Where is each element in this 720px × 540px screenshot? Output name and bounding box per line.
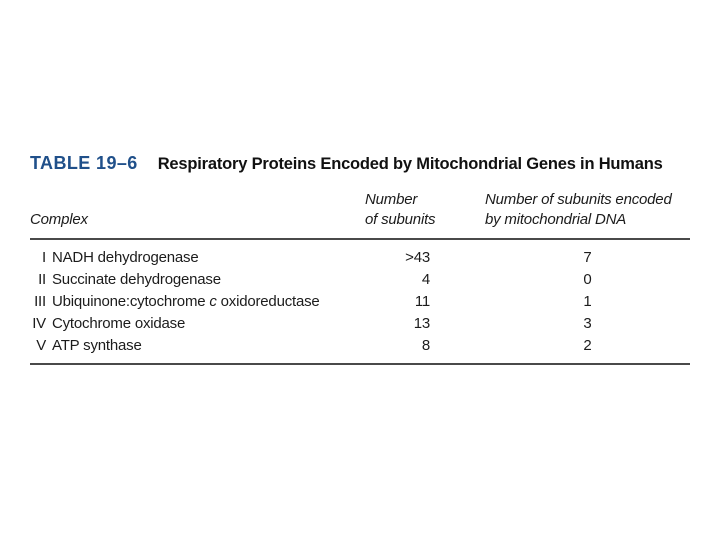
complex-name-cell: III Ubiquinone:cytochrome c oxidoreductas… xyxy=(30,291,365,313)
complex-numeral: V xyxy=(36,337,46,354)
mito-subunits-cell: 2 xyxy=(583,337,592,354)
column-header-number-of-subunits: Number of subunits xyxy=(365,190,485,230)
complex-name-italic: c xyxy=(209,293,217,310)
column-header-complex: Complex xyxy=(30,211,88,228)
column-header-mitochondrial-dna: Number of subunits encoded by mitochondr… xyxy=(485,190,690,230)
mito-subunits-cell: 3 xyxy=(583,315,592,332)
subunits-cell: 4 xyxy=(421,271,430,288)
complex-name-rest: oxidoreductase xyxy=(216,293,320,310)
table-number-label: TABLE 19–6 xyxy=(30,153,138,173)
column-header-line: by mitochondrial DNA xyxy=(485,211,627,228)
subunits-cell: 8 xyxy=(421,337,430,354)
table-row: III Ubiquinone:cytochrome c oxidoreductas… xyxy=(30,291,690,313)
mito-subunits-cell: 1 xyxy=(583,293,592,310)
column-header-line: Number of subunits encoded xyxy=(485,191,672,208)
subunits-cell: 13 xyxy=(413,315,430,332)
mito-subunits-cell: 0 xyxy=(583,271,592,288)
column-header-line: Number xyxy=(365,191,418,208)
mito-subunits-cell: 7 xyxy=(583,249,592,266)
table-row: I NADH dehydrogenase >43 7 xyxy=(30,247,690,269)
complex-name-cell: I NADH dehydrogenase xyxy=(30,247,365,269)
table-row: II Succinate dehydrogenase 4 0 xyxy=(30,269,690,291)
complex-name: Cytochrome oxidase xyxy=(52,315,186,332)
complex-name: NADH dehydrogenase xyxy=(52,249,199,266)
complex-numeral: I xyxy=(42,249,46,266)
complex-name: Succinate dehydrogenase xyxy=(52,271,221,288)
complex-name-cell: V ATP synthase xyxy=(30,335,365,357)
complex-name-cell: II Succinate dehydrogenase xyxy=(30,269,365,291)
table-19-6: TABLE 19–6 Respiratory Proteins Encoded … xyxy=(30,153,690,365)
complex-name-cell: IV Cytochrome oxidase xyxy=(30,313,365,335)
table-header-row: Complex Number of subunits Number of sub… xyxy=(30,190,690,240)
column-header-line: of subunits xyxy=(365,211,436,228)
table-row: IV Cytochrome oxidase 13 3 xyxy=(30,313,690,335)
table-title: Respiratory Proteins Encoded by Mitochon… xyxy=(157,155,663,173)
complex-name: ATP synthase xyxy=(52,337,142,354)
complex-numeral: IV xyxy=(32,315,46,332)
table-title-row: TABLE 19–6 Respiratory Proteins Encoded … xyxy=(30,153,690,174)
table-body: I NADH dehydrogenase >43 7 II Succinate de… xyxy=(30,240,690,357)
complex-numeral: II xyxy=(38,271,46,288)
complex-numeral: III xyxy=(34,293,46,310)
table-bottom-rule xyxy=(30,363,690,365)
subunits-cell: >43 xyxy=(405,249,430,266)
table-row: V ATP synthase 8 2 xyxy=(30,335,690,357)
complex-name: Ubiquinone:cytochrome xyxy=(52,293,210,310)
subunits-cell: 11 xyxy=(414,293,430,310)
